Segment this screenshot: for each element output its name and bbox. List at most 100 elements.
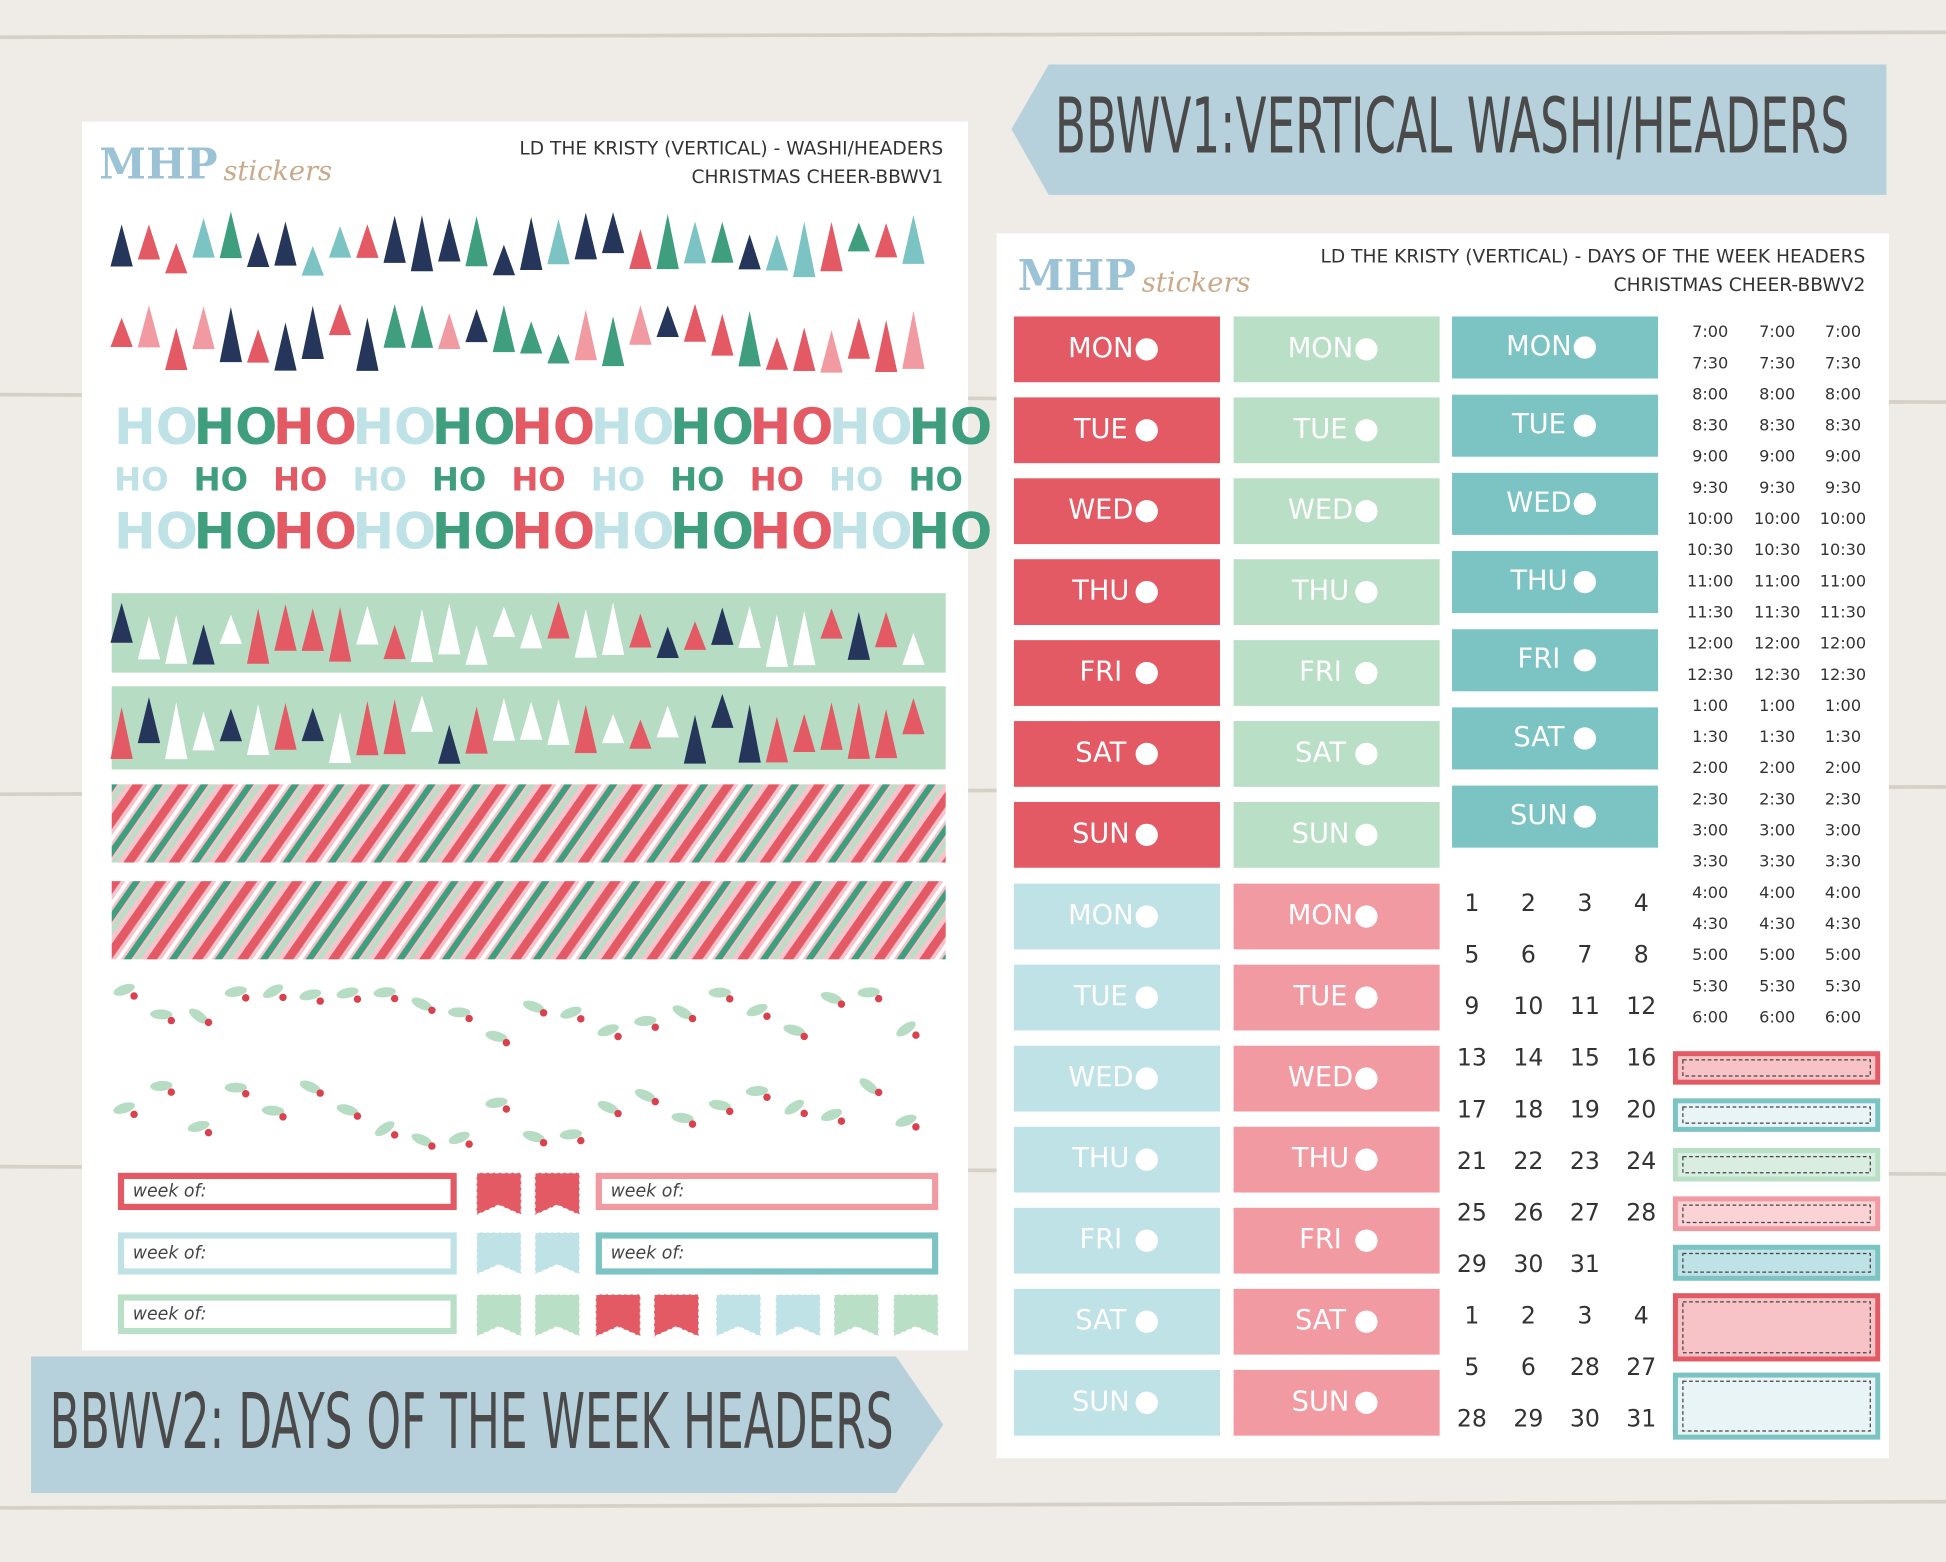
date-label: 27 bbox=[1570, 1198, 1600, 1226]
time-label: 6:00 bbox=[1759, 1007, 1795, 1026]
time-label: 9:30 bbox=[1759, 478, 1795, 497]
holly-berry bbox=[279, 1113, 287, 1121]
tree-icon bbox=[274, 221, 297, 266]
time-label: 7:00 bbox=[1825, 322, 1861, 341]
date-label: 12 bbox=[1626, 992, 1656, 1020]
flag-sticker bbox=[534, 1172, 581, 1216]
tree-icon bbox=[356, 224, 379, 258]
holly-berry bbox=[428, 1006, 436, 1015]
tree-icon bbox=[793, 611, 816, 666]
date-label: 16 bbox=[1626, 1044, 1656, 1072]
day-sticker bbox=[1013, 964, 1220, 1031]
tree-icon bbox=[192, 624, 215, 665]
holly-berry bbox=[316, 1089, 324, 1097]
tree-icon bbox=[383, 304, 406, 348]
tree-icon bbox=[738, 606, 761, 649]
date-label: 18 bbox=[1513, 1095, 1543, 1123]
date-label: 26 bbox=[1513, 1198, 1543, 1226]
washi-strip bbox=[111, 881, 946, 960]
holly-leaf bbox=[672, 1005, 693, 1020]
day-dot bbox=[1355, 1391, 1378, 1414]
tree-icon bbox=[847, 317, 870, 359]
tree-icon bbox=[438, 217, 461, 262]
day-sticker bbox=[1013, 397, 1220, 464]
holly-leaf bbox=[634, 1015, 657, 1027]
holly-berry bbox=[539, 1009, 548, 1017]
tree-icon bbox=[793, 221, 816, 278]
holly-leaf bbox=[187, 1120, 210, 1132]
holly-berry bbox=[428, 1142, 436, 1150]
holly-leaf bbox=[895, 1114, 917, 1127]
holly-leaf bbox=[189, 1008, 209, 1024]
holly-berry bbox=[390, 1131, 399, 1139]
time-label: 9:30 bbox=[1692, 478, 1728, 497]
day-dot bbox=[1573, 336, 1597, 359]
tree-icon bbox=[738, 704, 761, 763]
tree-icon bbox=[328, 711, 352, 764]
day-dot bbox=[1135, 661, 1158, 685]
washi-text: HO bbox=[194, 398, 278, 456]
tree-icon bbox=[492, 698, 516, 741]
holly-berry bbox=[167, 1016, 175, 1025]
time-label: 10:00 bbox=[1687, 509, 1733, 528]
holly-leaf bbox=[150, 1009, 173, 1020]
flag-sticker bbox=[534, 1231, 581, 1276]
day-dot bbox=[1135, 823, 1158, 847]
time-label: 10:00 bbox=[1820, 509, 1866, 528]
tree-icon bbox=[902, 697, 925, 735]
washi-text: HO bbox=[829, 398, 913, 456]
time-label: 2:00 bbox=[1692, 758, 1728, 777]
holly-leaf bbox=[857, 987, 880, 998]
tree-icon bbox=[328, 607, 352, 662]
washi-text: HO bbox=[432, 461, 486, 499]
holly-berry bbox=[614, 1032, 622, 1041]
tree-icon bbox=[601, 212, 625, 254]
logo-brand: MHP bbox=[99, 139, 217, 189]
holly-leaf bbox=[485, 1097, 508, 1108]
day-label: SUN bbox=[1072, 1386, 1130, 1417]
date-label: 28 bbox=[1626, 1198, 1656, 1226]
day-dot bbox=[1135, 986, 1158, 1009]
day-sticker bbox=[1452, 785, 1659, 848]
tree-icon bbox=[902, 214, 925, 264]
banner-title: BBWV2: DAYS OF THE WEEK HEADERS bbox=[50, 1378, 894, 1467]
sheet-subtitle: CHRISTMAS CHEER-BBWV2 bbox=[1614, 275, 1866, 296]
date-label: 2 bbox=[1521, 1301, 1536, 1329]
holly-leaf bbox=[559, 1129, 583, 1140]
time-label: 2:30 bbox=[1759, 789, 1795, 808]
washi-text: HO bbox=[194, 461, 248, 499]
day-dot bbox=[1573, 492, 1597, 516]
time-label: 5:30 bbox=[1825, 976, 1861, 995]
label-dash bbox=[1682, 1204, 1871, 1224]
tree-icon bbox=[301, 608, 324, 651]
holly-berry bbox=[688, 1014, 697, 1023]
tree-icon bbox=[383, 215, 406, 263]
washi-text: HO bbox=[670, 398, 754, 456]
date-label: 30 bbox=[1570, 1404, 1600, 1432]
header-label: week of: bbox=[611, 1243, 685, 1263]
day-sticker bbox=[1013, 1045, 1220, 1112]
day-sticker bbox=[1013, 1207, 1220, 1274]
day-label: THU bbox=[1291, 1143, 1349, 1174]
label-sticker bbox=[1672, 1051, 1881, 1085]
tree-icon bbox=[219, 306, 243, 363]
washi-text: HO bbox=[114, 461, 168, 499]
washi-text: HO bbox=[273, 502, 357, 560]
tree-icon bbox=[847, 611, 870, 660]
time-label: 12:00 bbox=[1820, 634, 1866, 653]
holly-leaf bbox=[224, 1082, 247, 1093]
tree-icon bbox=[219, 211, 243, 259]
time-label: 3:30 bbox=[1825, 852, 1861, 871]
day-label: MON bbox=[1068, 333, 1133, 364]
logo-script: stickers bbox=[223, 156, 332, 187]
flag-sticker bbox=[475, 1172, 522, 1216]
date-label: 3 bbox=[1577, 1301, 1592, 1329]
holly-berry bbox=[539, 1139, 548, 1147]
tree-icon bbox=[711, 693, 734, 728]
tree-icon bbox=[601, 602, 625, 655]
time-label: 11:00 bbox=[1820, 571, 1866, 590]
washi-text: HO bbox=[511, 502, 595, 560]
tree-icon bbox=[629, 719, 652, 749]
tree-icon bbox=[629, 305, 652, 345]
tree-icon bbox=[902, 310, 925, 369]
